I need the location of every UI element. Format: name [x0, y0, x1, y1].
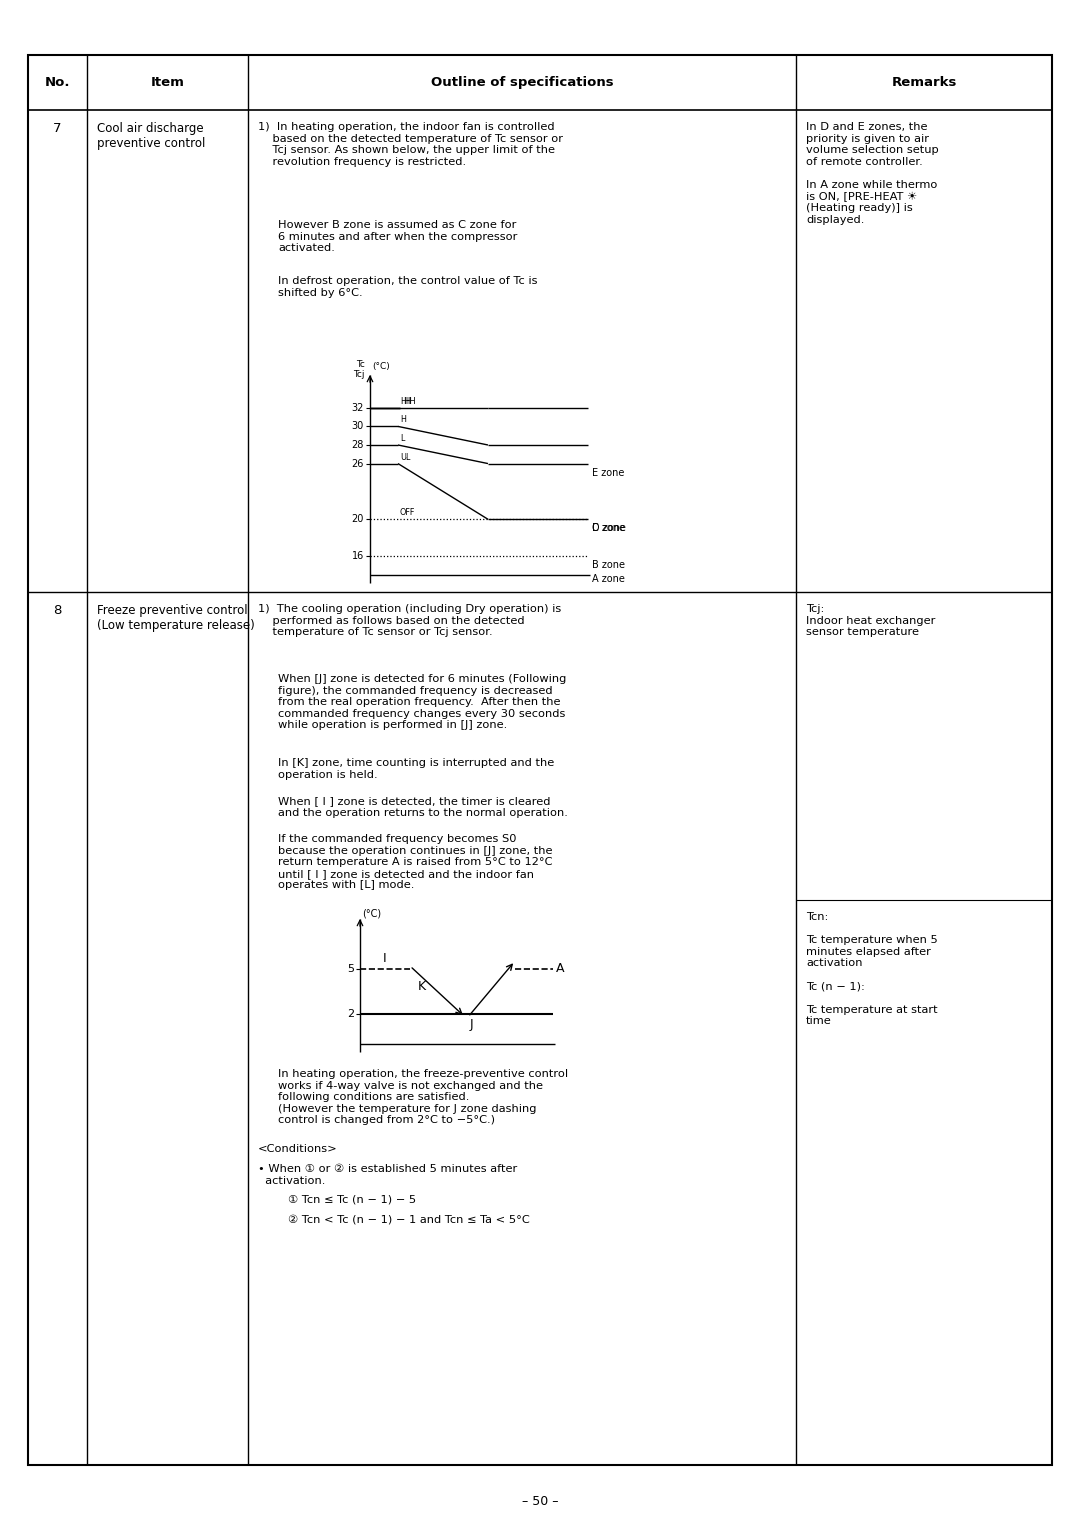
Text: <Conditions>: <Conditions> — [258, 1144, 338, 1154]
Text: 2: 2 — [347, 1010, 354, 1019]
Text: When [J] zone is detected for 6 minutes (Following
figure), the commanded freque: When [J] zone is detected for 6 minutes … — [278, 674, 566, 730]
Text: HH: HH — [400, 396, 411, 406]
Text: Tcn:

Tc temperature when 5
minutes elapsed after
activation

Tc (n − 1):

Tc te: Tcn: Tc temperature when 5 minutes elaps… — [806, 912, 937, 1026]
Text: Tcj:
Indoor heat exchanger
sensor temperature: Tcj: Indoor heat exchanger sensor temper… — [806, 604, 935, 637]
Text: ② Tcn < Tc (n − 1) − 1 and Tcn ≤ Ta < 5°C: ② Tcn < Tc (n − 1) − 1 and Tcn ≤ Ta < 5°… — [288, 1214, 530, 1225]
Text: • When ① or ② is established 5 minutes after
  activation.: • When ① or ② is established 5 minutes a… — [258, 1164, 517, 1185]
Text: If the commanded frequency becomes S0
because the operation continues in [J] zon: If the commanded frequency becomes S0 be… — [278, 834, 553, 891]
Text: Tc: Tc — [356, 360, 365, 369]
Text: A zone: A zone — [592, 575, 625, 584]
Text: In defrost operation, the control value of Tc is
shifted by 6°C.: In defrost operation, the control value … — [278, 276, 538, 297]
Text: Cool air discharge
preventive control: Cool air discharge preventive control — [97, 122, 205, 149]
Text: ① Tcn ≤ Tc (n − 1) − 5: ① Tcn ≤ Tc (n − 1) − 5 — [288, 1194, 416, 1205]
Text: J: J — [470, 1019, 474, 1031]
Text: 30: 30 — [352, 421, 364, 432]
Text: In [K] zone, time counting is interrupted and the
operation is held.: In [K] zone, time counting is interrupte… — [278, 758, 554, 779]
Text: OFF: OFF — [400, 508, 416, 517]
Text: K: K — [418, 981, 427, 993]
Text: Tcj: Tcj — [353, 371, 365, 380]
Text: Outline of specifications: Outline of specifications — [431, 76, 613, 88]
Text: Item: Item — [150, 76, 185, 88]
Text: 16: 16 — [352, 552, 364, 561]
Text: 1)  In heating operation, the indoor fan is controlled
    based on the detected: 1) In heating operation, the indoor fan … — [258, 122, 563, 166]
Text: C zone: C zone — [592, 523, 625, 534]
Text: (°C): (°C) — [372, 361, 390, 371]
Text: A: A — [556, 962, 565, 976]
Text: 7: 7 — [53, 122, 62, 136]
Text: 28: 28 — [352, 441, 364, 450]
Text: When [ I ] zone is detected, the timer is cleared
and the operation returns to t: When [ I ] zone is detected, the timer i… — [278, 796, 568, 817]
Text: L: L — [400, 435, 404, 442]
Text: HH: HH — [403, 396, 416, 406]
Text: UL: UL — [400, 453, 410, 462]
Text: Freeze preventive control
(Low temperature release): Freeze preventive control (Low temperatu… — [97, 604, 255, 631]
Text: Remarks: Remarks — [891, 76, 957, 88]
Text: B zone: B zone — [592, 560, 625, 570]
Text: 5: 5 — [347, 964, 354, 974]
Text: 1)  The cooling operation (including Dry operation) is
    performed as follows : 1) The cooling operation (including Dry … — [258, 604, 562, 637]
Text: E zone: E zone — [592, 468, 624, 477]
Text: In heating operation, the freeze-preventive control
works if 4-way valve is not : In heating operation, the freeze-prevent… — [278, 1069, 568, 1125]
Text: 8: 8 — [53, 604, 62, 618]
Text: 32: 32 — [352, 403, 364, 413]
Text: H: H — [400, 415, 406, 424]
Text: 26: 26 — [352, 459, 364, 468]
Text: I: I — [383, 952, 387, 965]
Text: No.: No. — [44, 76, 70, 88]
Text: However B zone is assumed as C zone for
6 minutes and after when the compressor
: However B zone is assumed as C zone for … — [278, 220, 517, 253]
Text: In D and E zones, the
priority is given to air
volume selection setup
of remote : In D and E zones, the priority is given … — [806, 122, 939, 226]
Text: (°C): (°C) — [362, 907, 381, 918]
Text: 20: 20 — [352, 514, 364, 525]
Text: – 50 –: – 50 – — [522, 1494, 558, 1508]
Text: D zone: D zone — [592, 523, 626, 534]
